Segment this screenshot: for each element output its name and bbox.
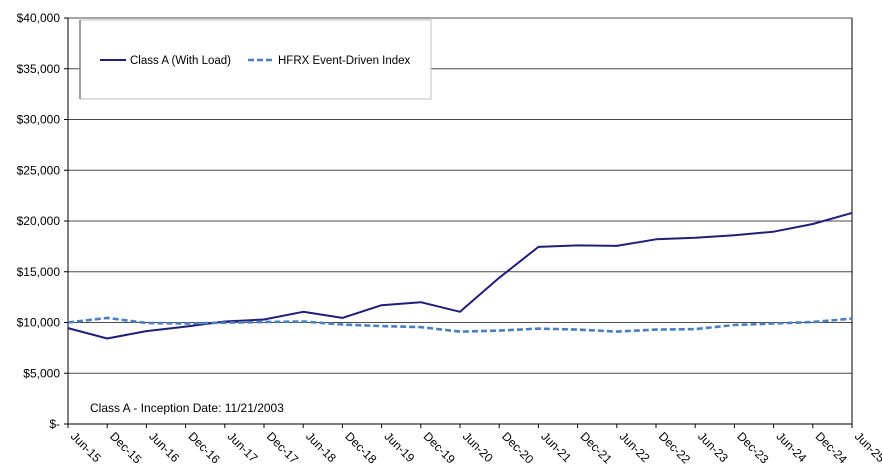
data-point-class-a bbox=[537, 246, 539, 248]
x-tick-label: Dec-15 bbox=[107, 429, 144, 466]
data-point-hfrx bbox=[185, 323, 187, 325]
data-point-hfrx bbox=[537, 328, 539, 330]
x-tick-label: Jun-19 bbox=[381, 429, 417, 465]
y-tick-labels: $- $5,000 $10,000 $15,000 $20,000 $25,000 $30,… bbox=[17, 11, 61, 431]
data-point-class-a bbox=[106, 338, 108, 340]
data-point-class-a bbox=[185, 326, 187, 328]
legend-label-class-a: Class A (With Load) bbox=[130, 55, 231, 67]
y-tick-label: $10,000 bbox=[17, 316, 61, 330]
x-tick-label: Jun-21 bbox=[538, 429, 574, 465]
x-tick-label: Jun-16 bbox=[146, 429, 182, 465]
axes bbox=[67, 18, 853, 428]
x-tick-label: Jun-22 bbox=[617, 429, 653, 465]
x-tick-label: Jun-25 bbox=[852, 429, 882, 465]
data-point-class-a bbox=[67, 327, 69, 329]
data-point-hfrx bbox=[851, 318, 853, 320]
data-point-hfrx bbox=[224, 322, 226, 324]
data-point-class-a bbox=[616, 245, 618, 247]
data-point-class-a bbox=[498, 277, 500, 279]
data-point-hfrx bbox=[145, 322, 147, 324]
data-point-class-a bbox=[381, 304, 383, 306]
series-line-class-a bbox=[67, 211, 853, 340]
data-point-class-a bbox=[694, 237, 696, 239]
data-point-class-a bbox=[577, 244, 579, 246]
x-tick-label: Dec-21 bbox=[577, 429, 614, 466]
y-tick-label: $15,000 bbox=[17, 265, 61, 279]
x-tick-labels: Jun-15 Dec-15 Jun-16 Dec-16 Jun-17 Dec-17 Jun-… bbox=[68, 429, 882, 466]
y-tick-label: $5,000 bbox=[23, 366, 60, 380]
x-tick-label: Dec-19 bbox=[421, 429, 458, 466]
data-point-hfrx bbox=[733, 324, 735, 326]
data-point-hfrx bbox=[616, 331, 618, 333]
x-tick-label: Dec-22 bbox=[656, 429, 693, 466]
data-point-hfrx bbox=[459, 331, 461, 333]
gridlines bbox=[64, 17, 852, 425]
x-tick-label: Jun-20 bbox=[460, 429, 496, 465]
data-point-hfrx bbox=[498, 330, 500, 332]
x-tick-label: Jun-18 bbox=[303, 429, 339, 465]
y-tick-label: $40,000 bbox=[17, 11, 61, 25]
y-tick-label: $- bbox=[49, 417, 60, 431]
x-tick-label: Dec-23 bbox=[734, 429, 771, 466]
data-point-hfrx bbox=[263, 321, 265, 323]
data-point-hfrx bbox=[577, 329, 579, 331]
x-tick-label: Jun-24 bbox=[773, 429, 809, 465]
series-lines bbox=[67, 211, 853, 340]
y-tick-label: $20,000 bbox=[17, 214, 61, 228]
x-tick-label: Dec-17 bbox=[264, 429, 301, 466]
x-tick-label: Jun-15 bbox=[68, 429, 104, 465]
x-tick-label: Jun-17 bbox=[225, 429, 261, 465]
inception-date-note: Class A - Inception Date: 11/21/2003 bbox=[90, 401, 284, 415]
data-point-hfrx bbox=[381, 325, 383, 327]
data-point-hfrx bbox=[341, 324, 343, 326]
x-tick-label: Dec-20 bbox=[499, 429, 536, 466]
data-point-class-a bbox=[420, 301, 422, 303]
x-tick-label: Dec-18 bbox=[342, 429, 379, 466]
data-point-hfrx bbox=[106, 317, 108, 319]
data-point-class-a bbox=[655, 238, 657, 240]
data-point-class-a bbox=[302, 311, 304, 313]
data-point-class-a bbox=[851, 212, 853, 214]
data-point-hfrx bbox=[812, 321, 814, 323]
data-point-hfrx bbox=[773, 323, 775, 325]
x-tick-label: Dec-16 bbox=[185, 429, 222, 466]
data-point-class-a bbox=[145, 330, 147, 332]
y-tick-label: $25,000 bbox=[17, 163, 61, 177]
data-point-class-a bbox=[733, 234, 735, 236]
y-tick-label: $35,000 bbox=[17, 62, 61, 76]
data-point-hfrx bbox=[420, 326, 422, 328]
data-point-class-a bbox=[773, 231, 775, 233]
legend: Class A (With Load) HFRX Event-Driven In… bbox=[79, 19, 432, 100]
data-point-class-a bbox=[459, 311, 461, 313]
data-point-class-a bbox=[341, 317, 343, 319]
legend-box bbox=[79, 19, 432, 100]
y-tick-label: $30,000 bbox=[17, 113, 61, 127]
data-point-hfrx bbox=[694, 328, 696, 330]
data-point-hfrx bbox=[67, 322, 69, 324]
data-point-hfrx bbox=[302, 320, 304, 322]
data-point-class-a bbox=[812, 223, 814, 225]
x-tick-label: Jun-23 bbox=[695, 429, 731, 465]
data-point-class-a bbox=[263, 318, 265, 320]
series-line-hfrx bbox=[67, 316, 853, 333]
legend-label-hfrx: HFRX Event-Driven Index bbox=[278, 55, 411, 67]
data-point-hfrx bbox=[655, 329, 657, 331]
x-tick-label: Dec-24 bbox=[813, 429, 850, 466]
